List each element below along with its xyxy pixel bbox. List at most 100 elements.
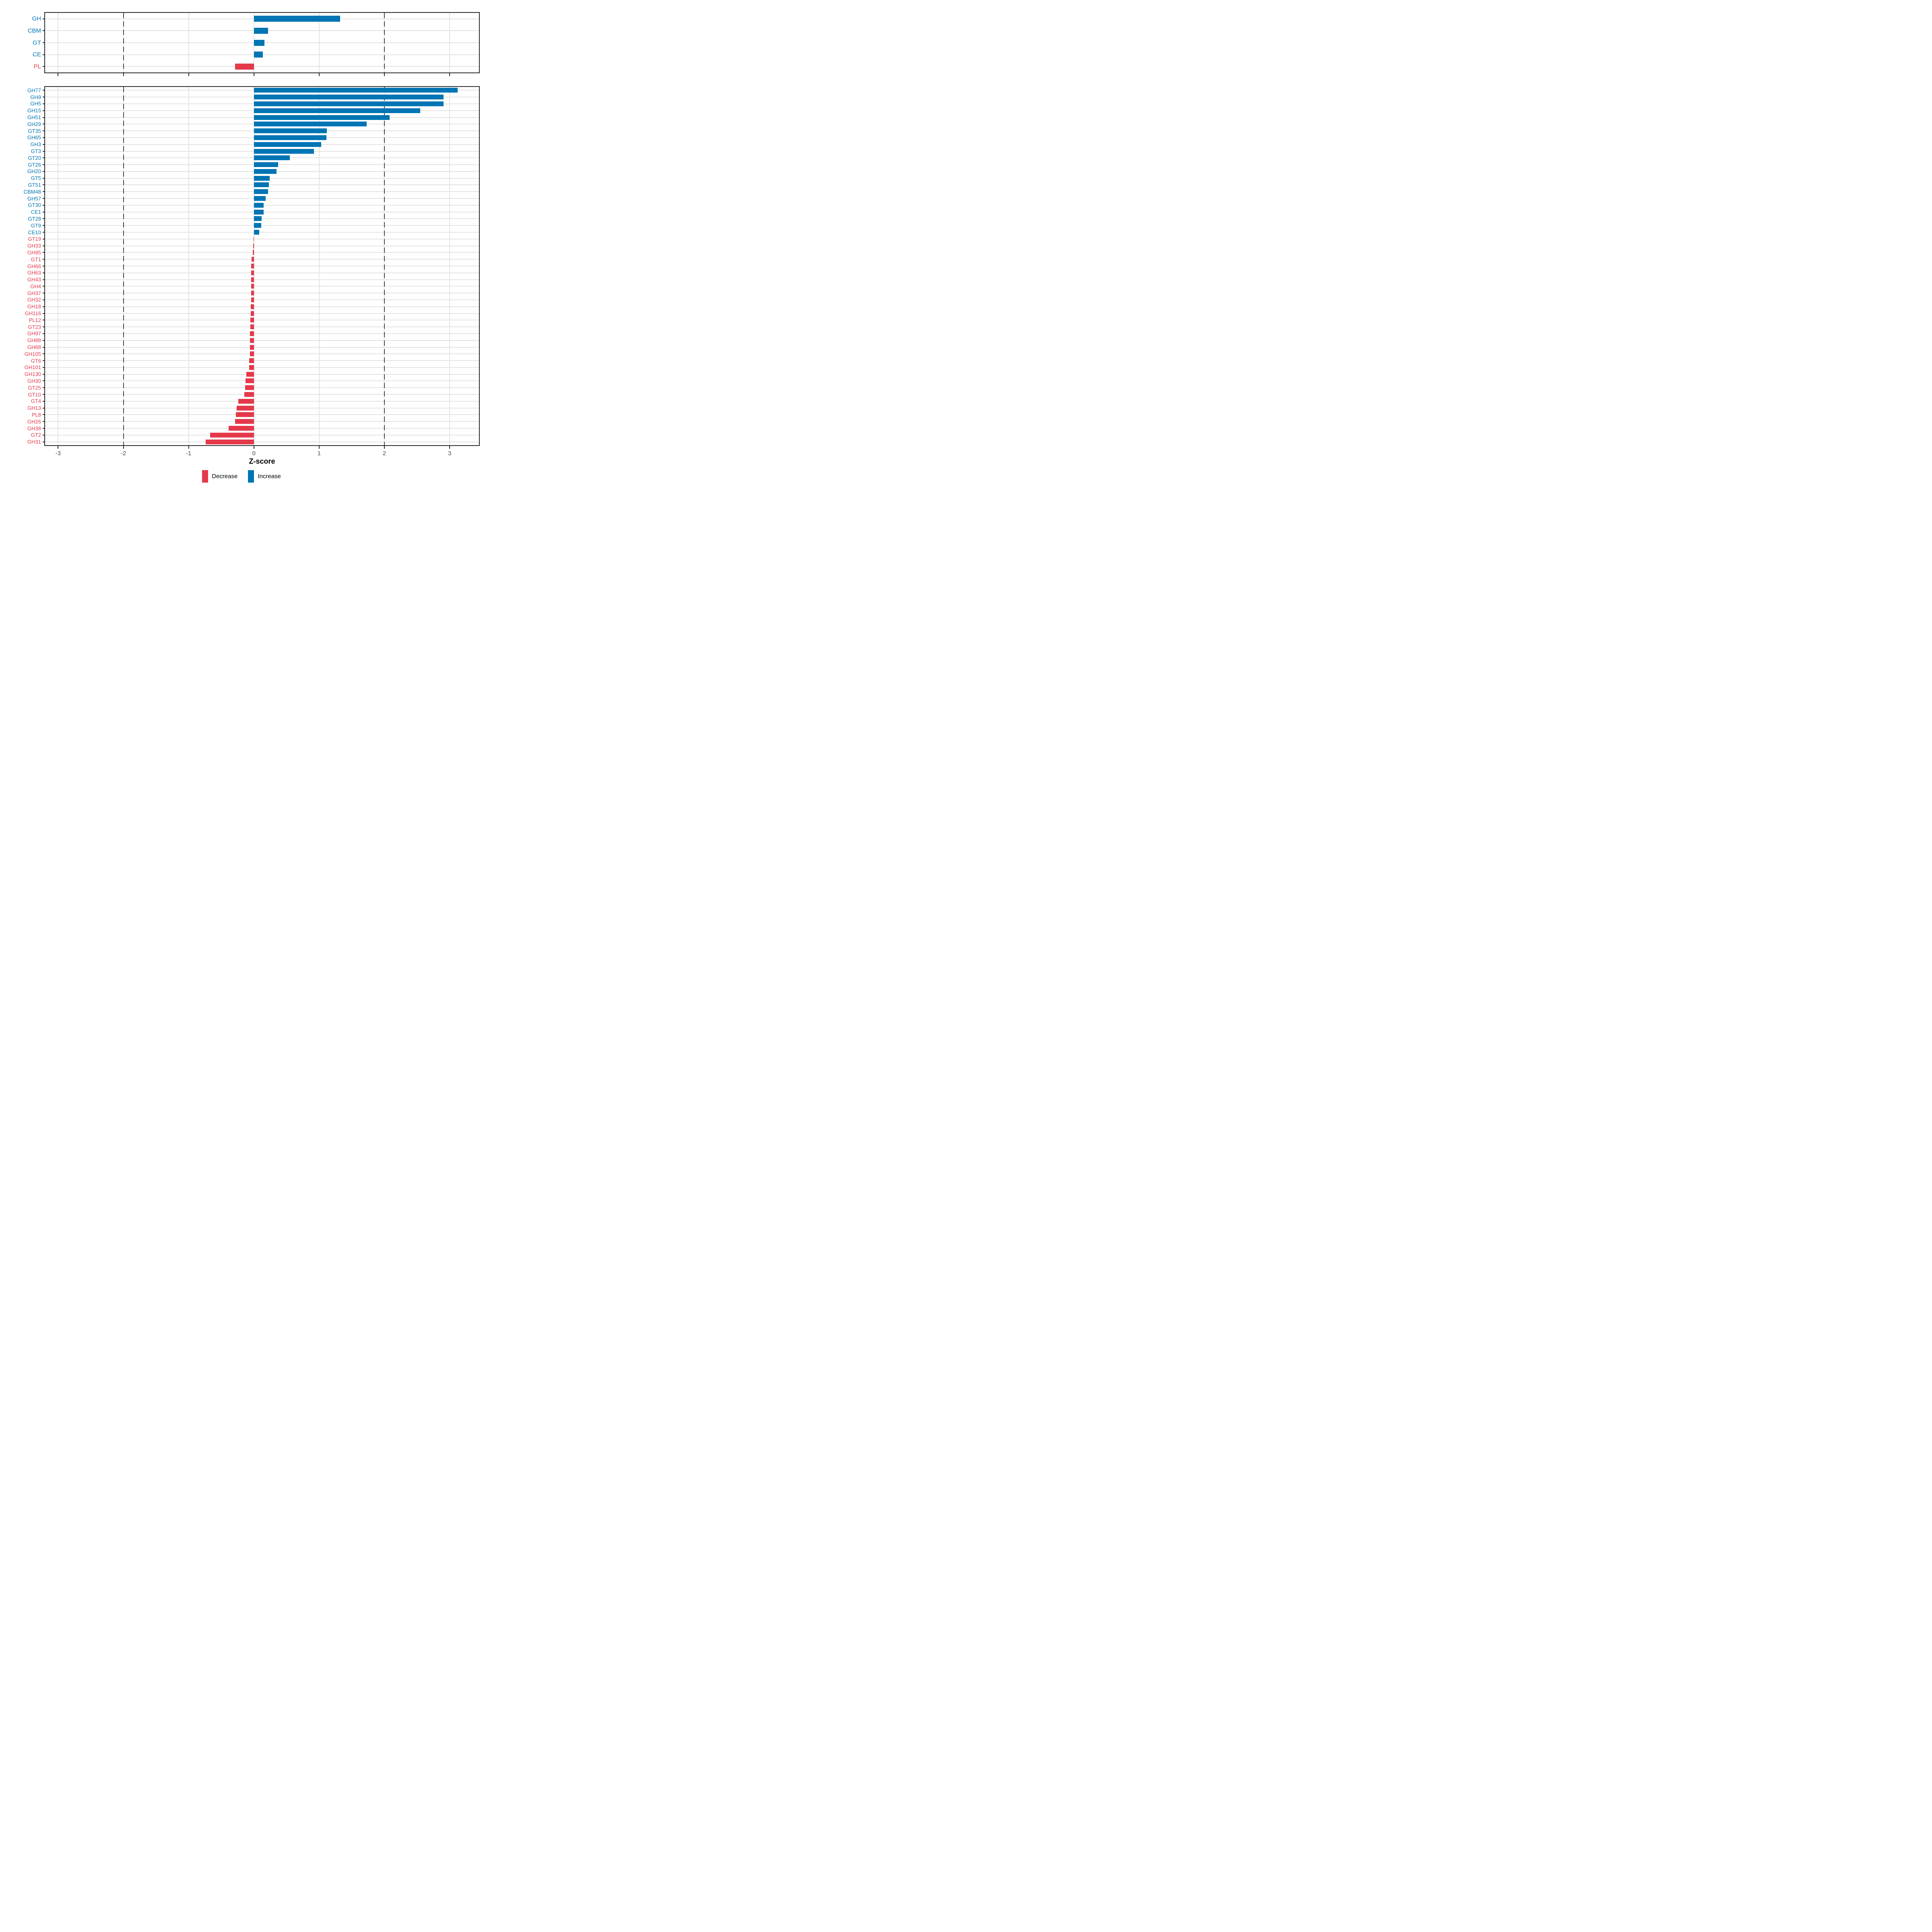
bar-GT6 bbox=[249, 358, 254, 363]
gridline-row-GH18 bbox=[45, 306, 479, 307]
bar-GH57 bbox=[254, 196, 266, 201]
y-tick-GH26 bbox=[43, 421, 45, 422]
y-tick-GT9 bbox=[43, 225, 45, 226]
y-label-GH5: GH5 bbox=[30, 101, 41, 107]
y-label-GT5: GT5 bbox=[31, 175, 41, 182]
bar-GH26 bbox=[235, 419, 254, 424]
x-tick--2 bbox=[123, 72, 124, 76]
y-label-GH31: GH31 bbox=[27, 439, 41, 445]
y-label-PL8: PL8 bbox=[31, 411, 41, 418]
y-tick-GH105 bbox=[43, 353, 45, 355]
x-tick--1 bbox=[188, 445, 189, 449]
bar-GH33 bbox=[253, 243, 254, 248]
y-tick-GH77 bbox=[43, 90, 45, 91]
y-label-GH57: GH57 bbox=[27, 195, 41, 202]
y-tick-GH3 bbox=[43, 144, 45, 145]
legend-item-increase: Increase bbox=[248, 470, 281, 483]
bar-GH68 bbox=[250, 345, 254, 350]
gridline-row-GT25 bbox=[45, 387, 479, 388]
x-tick-label--3: -3 bbox=[55, 450, 61, 457]
y-label-GH9: GH9 bbox=[30, 94, 41, 100]
y-tick-GT26 bbox=[43, 164, 45, 165]
bar-GH77 bbox=[254, 88, 458, 93]
y-label-GH77: GH77 bbox=[27, 87, 41, 93]
bar-GH95 bbox=[253, 250, 254, 255]
y-tick-PL bbox=[43, 66, 45, 67]
bar-PL bbox=[235, 63, 254, 70]
y-label-CE: CE bbox=[33, 51, 41, 58]
legend: Decrease Increase bbox=[0, 470, 483, 483]
y-label-GT1: GT1 bbox=[31, 256, 41, 262]
y-tick-CBM bbox=[43, 30, 45, 31]
x-axis-title: Z-score bbox=[249, 457, 275, 465]
y-label-GH43: GH43 bbox=[27, 277, 41, 283]
bar-CE bbox=[254, 52, 263, 58]
y-tick-PL8 bbox=[43, 414, 45, 415]
cazyme-classes-panel: GH CBM GT CE PL bbox=[28, 12, 480, 76]
y-tick-GH63 bbox=[43, 272, 45, 273]
gridline-row-GH13 bbox=[45, 407, 479, 409]
y-tick-GH30 bbox=[43, 380, 45, 382]
y-label-GT25: GT25 bbox=[28, 384, 41, 391]
y-label-GT10: GT10 bbox=[28, 391, 41, 398]
decrease-swatch-icon bbox=[202, 470, 208, 483]
y-tick-GH15 bbox=[43, 110, 45, 111]
y-tick-GH32 bbox=[43, 299, 45, 300]
bar-GH15 bbox=[254, 108, 421, 113]
y-tick-GH20 bbox=[43, 171, 45, 172]
bar-GH66 bbox=[251, 264, 254, 268]
gridline-row-GT28 bbox=[45, 218, 479, 219]
x-tick-2 bbox=[384, 445, 385, 449]
dashed-line-x-2 bbox=[384, 87, 385, 445]
y-label-GT20: GT20 bbox=[28, 155, 41, 161]
dashed-line-x-2 bbox=[384, 13, 385, 72]
y-tick-CBM48 bbox=[43, 191, 45, 192]
y-label-GH30: GH30 bbox=[27, 378, 41, 384]
gridline-row-GH97 bbox=[45, 333, 479, 334]
y-label-GH38: GH38 bbox=[27, 425, 41, 431]
bar-GH30 bbox=[246, 378, 254, 384]
gridline-row-PL bbox=[45, 66, 479, 67]
gridline-row-GT9 bbox=[45, 225, 479, 226]
bar-GH5 bbox=[254, 101, 444, 106]
gridline-row-GH26 bbox=[45, 421, 479, 422]
y-tick-GT6 bbox=[43, 360, 45, 361]
x-tick-label-0: 0 bbox=[252, 450, 256, 457]
x-tick-label--2: -2 bbox=[120, 450, 126, 457]
legend-item-decrease: Decrease bbox=[202, 470, 237, 483]
y-label-GH66: GH66 bbox=[27, 263, 41, 269]
y-label-GH29: GH29 bbox=[27, 121, 41, 127]
bar-GH65 bbox=[254, 135, 326, 140]
y-label-GH3: GH3 bbox=[30, 141, 41, 148]
bar-GT35 bbox=[254, 128, 327, 134]
gridline-row-GH32 bbox=[45, 299, 479, 300]
gridline-row-GH38 bbox=[45, 428, 479, 429]
y-label-GT2: GT2 bbox=[31, 432, 41, 438]
bar-GH88 bbox=[250, 338, 254, 343]
bar-CE10 bbox=[254, 230, 259, 235]
y-tick-GH88 bbox=[43, 340, 45, 341]
y-label-GT28: GT28 bbox=[28, 215, 41, 222]
y-label-GH63: GH63 bbox=[27, 270, 41, 276]
bar-CE1 bbox=[254, 209, 264, 215]
zscore-figure: GH CBM GT CE PL GH77 GH9 GH5 GH15 GH51 GH29 GT35 GH… bbox=[0, 0, 483, 483]
y-tick-GH18 bbox=[43, 306, 45, 307]
y-label-CE10: CE10 bbox=[28, 229, 41, 235]
y-label-GH37: GH37 bbox=[27, 290, 41, 296]
gridline-row-GT6 bbox=[45, 360, 479, 361]
y-label-GT19: GT19 bbox=[28, 236, 41, 242]
y-tick-GH43 bbox=[43, 279, 45, 280]
y-label-GH65: GH65 bbox=[27, 134, 41, 141]
y-label-GH20: GH20 bbox=[27, 168, 41, 175]
y-tick-GH5 bbox=[43, 103, 45, 104]
y-label-GH32: GH32 bbox=[27, 297, 41, 303]
y-tick-GH13 bbox=[43, 407, 45, 409]
y-tick-GT4 bbox=[43, 400, 45, 402]
bar-GH43 bbox=[251, 277, 254, 282]
bar-GH116 bbox=[251, 311, 254, 316]
gridline-row-GH95 bbox=[45, 252, 479, 253]
y-tick-GH65 bbox=[43, 137, 45, 138]
gridline-row-GH105 bbox=[45, 353, 479, 355]
bar-CBM bbox=[254, 27, 268, 34]
y-tick-GT5 bbox=[43, 178, 45, 179]
